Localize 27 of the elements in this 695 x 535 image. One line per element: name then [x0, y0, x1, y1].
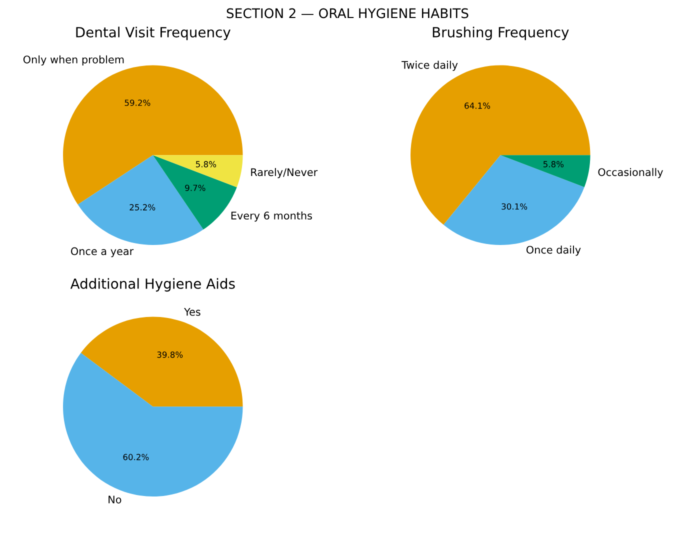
- slice-label: Every 6 months: [231, 211, 312, 222]
- pie-slice: [80, 316, 243, 407]
- pie-slice: [444, 155, 584, 246]
- data-label: 60.2%: [123, 454, 149, 460]
- slice-label: Only when problem: [23, 55, 124, 66]
- slice-label: Twice daily: [402, 60, 458, 71]
- data-label: 39.8%: [157, 352, 183, 358]
- data-label: 9.7%: [185, 184, 206, 192]
- pie-slice: [500, 155, 590, 188]
- pie-slice: [63, 65, 243, 205]
- slice-label: Once daily: [526, 246, 581, 256]
- data-label: 5.8%: [196, 161, 216, 168]
- text: SECTION 2 — ORAL HYGIENE HABITS: [226, 8, 468, 18]
- slice-label: Yes: [184, 308, 200, 316]
- slice-label: Occasionally: [598, 168, 663, 178]
- data-label: 30.1%: [502, 203, 528, 210]
- data-label: 64.1%: [464, 102, 490, 109]
- data-label: 25.2%: [130, 204, 156, 210]
- data-label: 59.2%: [124, 100, 150, 106]
- slice-label: Once a year: [70, 247, 134, 258]
- data-label: 5.8%: [543, 161, 564, 168]
- chart-title: Brushing Frequency: [432, 26, 569, 40]
- pie-slice: [63, 352, 243, 496]
- slice-label: No: [108, 496, 122, 504]
- slice-label: Rarely/Never: [251, 168, 318, 178]
- chart-title: Additional Hygiene Aids: [70, 278, 235, 292]
- chart-title: Dental Visit Frequency: [76, 26, 230, 40]
